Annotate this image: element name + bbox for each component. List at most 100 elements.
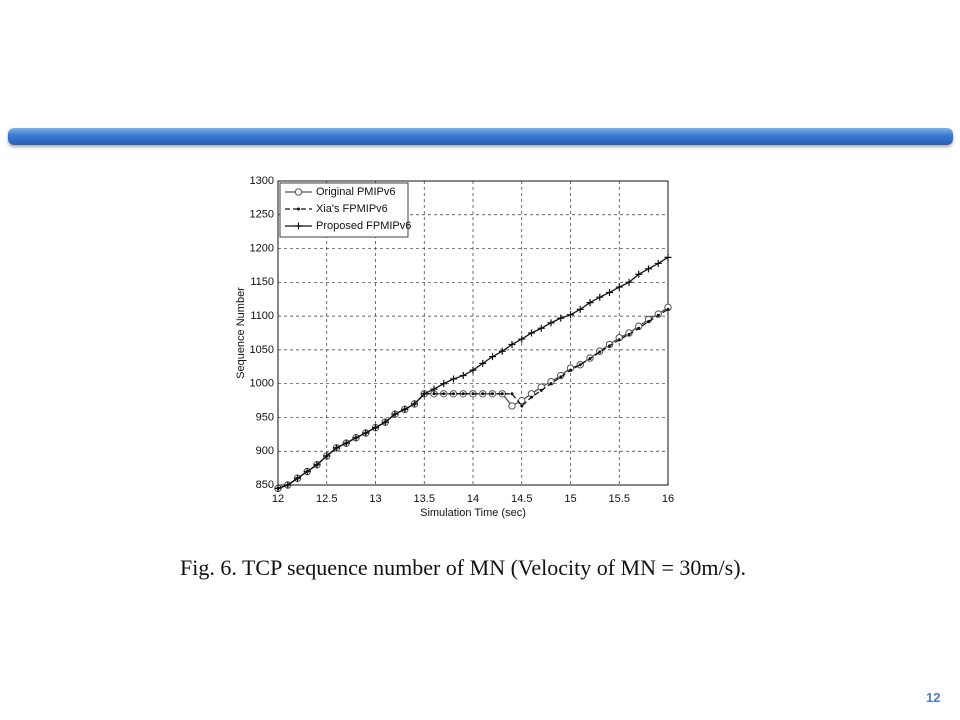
marker — [588, 357, 592, 361]
marker — [432, 392, 436, 396]
marker — [459, 372, 467, 380]
marker — [569, 368, 572, 372]
y-tick-label: 900 — [256, 445, 274, 457]
x-tick-label: 16 — [662, 493, 674, 505]
marker — [510, 392, 514, 396]
marker — [520, 404, 524, 408]
marker — [362, 429, 370, 437]
marker — [442, 392, 446, 396]
marker — [342, 439, 350, 447]
marker — [654, 259, 662, 267]
x-tick-label: 12 — [272, 493, 284, 505]
y-tick-label: 1200 — [250, 242, 274, 254]
marker — [615, 283, 623, 291]
y-tick-label: 1250 — [250, 209, 274, 221]
marker — [518, 335, 526, 343]
y-tick-label: 1300 — [250, 175, 274, 187]
marker — [567, 311, 574, 319]
y-tick-label: 950 — [256, 411, 274, 423]
marker — [666, 307, 670, 311]
marker — [578, 363, 582, 367]
marker — [372, 424, 379, 432]
marker — [637, 326, 641, 330]
y-tick-label: 850 — [256, 479, 274, 491]
marker — [450, 375, 457, 383]
marker — [274, 484, 282, 492]
marker — [576, 305, 584, 313]
marker — [381, 418, 389, 426]
marker — [489, 353, 496, 361]
marker — [549, 382, 553, 386]
marker — [596, 293, 604, 301]
marker — [498, 347, 506, 355]
marker — [617, 338, 621, 342]
marker — [294, 474, 301, 482]
marker — [627, 332, 631, 336]
x-tick-label: 14.5 — [511, 493, 532, 505]
y-tick-label: 1000 — [250, 378, 274, 390]
legend-marker — [297, 207, 300, 211]
marker — [539, 388, 543, 392]
y-tick-label: 1050 — [250, 344, 274, 356]
legend-label: Proposed FPMIPv6 — [316, 220, 411, 232]
marker — [401, 405, 409, 413]
marker — [635, 270, 643, 278]
x-tick-label: 15.5 — [609, 493, 630, 505]
y-tick-label: 1100 — [250, 310, 274, 322]
marker — [452, 392, 455, 396]
marker — [530, 395, 533, 399]
marker — [481, 392, 485, 396]
y-tick-label: 1150 — [250, 276, 274, 288]
marker — [500, 392, 504, 396]
marker — [420, 390, 428, 398]
marker — [537, 324, 545, 332]
marker — [491, 392, 494, 396]
x-tick-label: 13.5 — [414, 493, 435, 505]
marker — [645, 265, 652, 273]
marker — [664, 253, 672, 261]
marker — [313, 461, 321, 469]
legend-marker — [295, 222, 302, 230]
marker — [508, 402, 516, 410]
marker — [323, 452, 331, 460]
marker — [547, 319, 555, 327]
marker — [606, 288, 613, 296]
x-tick-label: 14 — [467, 493, 479, 505]
marker — [430, 385, 438, 393]
legend-marker — [294, 188, 303, 196]
legend-label: Xia's FPMIPv6 — [316, 203, 388, 215]
x-tick-label: 15 — [564, 493, 576, 505]
header-bar — [8, 128, 953, 145]
marker — [391, 410, 399, 418]
marker — [471, 392, 475, 396]
x-tick-label: 13 — [369, 493, 381, 505]
caption: Fig. 6. TCP sequence number of MN (Veloc… — [180, 555, 747, 580]
marker — [352, 434, 360, 442]
page-number: 12 — [926, 690, 941, 705]
x-tick-label: 12.5 — [316, 493, 337, 505]
marker — [303, 467, 311, 475]
marker — [508, 340, 516, 348]
marker — [608, 344, 611, 348]
plot-frame — [277, 180, 669, 486]
marker — [656, 313, 660, 317]
marker — [479, 359, 487, 367]
x-axis-label: Simulation Time (sec) — [420, 507, 526, 519]
y-axis-label: Sequence Number — [235, 287, 247, 379]
marker — [528, 329, 535, 337]
marker — [598, 350, 602, 354]
marker — [559, 375, 563, 379]
marker — [586, 299, 594, 307]
marker — [411, 400, 418, 408]
marker — [469, 366, 477, 374]
marker — [284, 481, 292, 489]
marker — [647, 320, 650, 324]
marker — [333, 444, 340, 452]
marker — [440, 380, 448, 388]
legend-label: Original PMIPv6 — [316, 186, 395, 198]
marker — [557, 314, 565, 322]
marker — [518, 396, 526, 405]
marker — [461, 392, 465, 396]
